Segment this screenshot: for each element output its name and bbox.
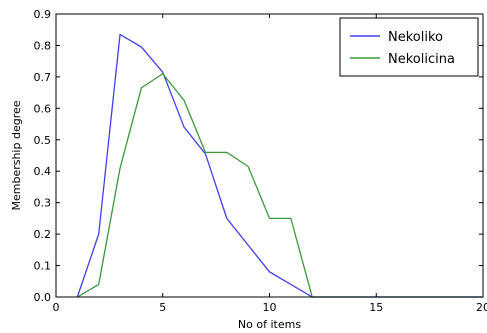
data-point-nekolicina	[119, 167, 122, 170]
data-point-nekolicina	[289, 217, 292, 220]
y-tick-label: 0.4	[34, 165, 52, 178]
data-point-nekoliko	[119, 33, 122, 36]
data-point-nekolicina	[204, 151, 207, 154]
data-point-nekolicina	[97, 283, 100, 286]
legend-label-nekolicina: Nekolicina	[388, 52, 455, 67]
x-tick-label: 0	[53, 301, 60, 314]
data-point-nekolicina	[268, 217, 271, 220]
y-tick-label: 0.9	[34, 8, 52, 21]
data-point-nekolicina	[247, 165, 250, 168]
data-point-nekoliko	[97, 233, 100, 236]
data-point-nekolicina	[140, 86, 143, 89]
data-point-nekoliko	[268, 270, 271, 273]
legend: Nekoliko Nekolicina	[339, 17, 479, 77]
y-tick-label: 0.1	[34, 260, 52, 273]
data-point-nekoliko	[140, 46, 143, 49]
axes-layer: 0 5 10 15 20 0.0 0.1 0.2 0.3 0.4 0.5 0.6 0.7 0.8 0.9	[34, 8, 487, 314]
data-point-nekoliko	[183, 126, 186, 129]
data-point-nekolicina	[161, 72, 164, 75]
y-tick-label: 0.3	[34, 197, 52, 210]
y-tick-label: 0.7	[34, 71, 52, 84]
x-axis-label: No of items	[238, 318, 301, 331]
data-point-nekolicina	[225, 151, 228, 154]
x-tick-label: 5	[159, 301, 166, 314]
y-tick-label: 0.6	[34, 102, 52, 115]
y-tick-label: 0.2	[34, 228, 52, 241]
legend-label-nekoliko: Nekoliko	[388, 30, 443, 45]
x-tick-label: 20	[476, 301, 487, 314]
data-point-nekoliko	[247, 244, 250, 247]
y-axis-label: Membership degree	[10, 100, 23, 210]
x-tick-label: 15	[369, 301, 383, 314]
y-tick-label: 0.0	[34, 291, 52, 304]
x-tick-label: 10	[263, 301, 277, 314]
y-tick-label: 0.8	[34, 39, 52, 52]
data-point-nekolicina	[183, 99, 186, 102]
legend-box	[339, 17, 479, 77]
data-point-nekoliko	[225, 217, 228, 220]
data-point-nekoliko	[289, 283, 292, 286]
y-tick-label: 0.5	[34, 134, 52, 147]
